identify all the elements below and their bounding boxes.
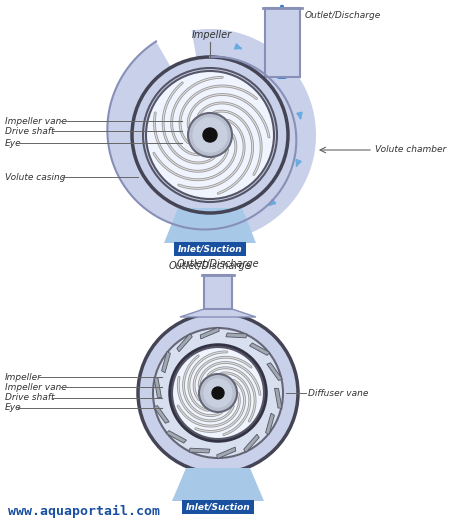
Text: Outlet/Discharge: Outlet/Discharge: [169, 261, 251, 271]
Text: Drive shaft: Drive shaft: [5, 126, 55, 136]
Polygon shape: [189, 448, 210, 453]
Polygon shape: [226, 333, 247, 338]
Circle shape: [132, 57, 288, 213]
Text: Volute chamber: Volute chamber: [375, 146, 446, 155]
FancyBboxPatch shape: [182, 500, 254, 514]
Polygon shape: [265, 77, 300, 148]
Text: Impeller vane: Impeller vane: [5, 382, 67, 391]
Text: Diffuser vane: Diffuser vane: [308, 389, 368, 398]
Polygon shape: [217, 447, 236, 459]
Text: Drive shaft: Drive shaft: [5, 393, 55, 402]
Polygon shape: [172, 468, 264, 501]
Text: Impeller vane: Impeller vane: [5, 116, 67, 126]
Text: Eye: Eye: [5, 138, 22, 147]
Text: Volute casing: Volute casing: [5, 173, 65, 181]
Polygon shape: [274, 388, 282, 408]
Circle shape: [153, 328, 283, 458]
Text: Eye: Eye: [5, 403, 22, 412]
Circle shape: [203, 128, 217, 142]
Polygon shape: [180, 309, 256, 317]
Text: Impeller: Impeller: [5, 372, 42, 381]
Polygon shape: [154, 378, 162, 398]
Polygon shape: [166, 431, 186, 443]
Polygon shape: [244, 434, 259, 452]
Polygon shape: [200, 327, 219, 339]
Polygon shape: [191, 29, 316, 239]
Text: Impeller: Impeller: [192, 30, 232, 40]
Text: Outlet/Discharge: Outlet/Discharge: [305, 12, 381, 21]
Circle shape: [199, 374, 237, 412]
Polygon shape: [154, 406, 169, 423]
FancyBboxPatch shape: [174, 242, 246, 256]
Polygon shape: [162, 351, 171, 373]
Circle shape: [172, 347, 264, 439]
Circle shape: [212, 387, 224, 399]
Text: Inlet/Suction: Inlet/Suction: [186, 502, 250, 511]
Circle shape: [204, 379, 232, 407]
Polygon shape: [265, 8, 300, 77]
Circle shape: [188, 113, 232, 157]
Polygon shape: [249, 343, 270, 356]
Polygon shape: [107, 42, 296, 229]
Polygon shape: [265, 413, 274, 434]
Circle shape: [193, 118, 227, 152]
Polygon shape: [164, 208, 256, 243]
Circle shape: [138, 313, 298, 473]
Text: Inlet/Suction: Inlet/Suction: [178, 245, 242, 254]
Circle shape: [146, 71, 274, 199]
Polygon shape: [177, 333, 192, 352]
Polygon shape: [204, 275, 232, 309]
Text: Outlet/Discharge: Outlet/Discharge: [177, 259, 259, 269]
Polygon shape: [267, 363, 283, 380]
Text: www.aquaportail.com: www.aquaportail.com: [8, 505, 160, 518]
